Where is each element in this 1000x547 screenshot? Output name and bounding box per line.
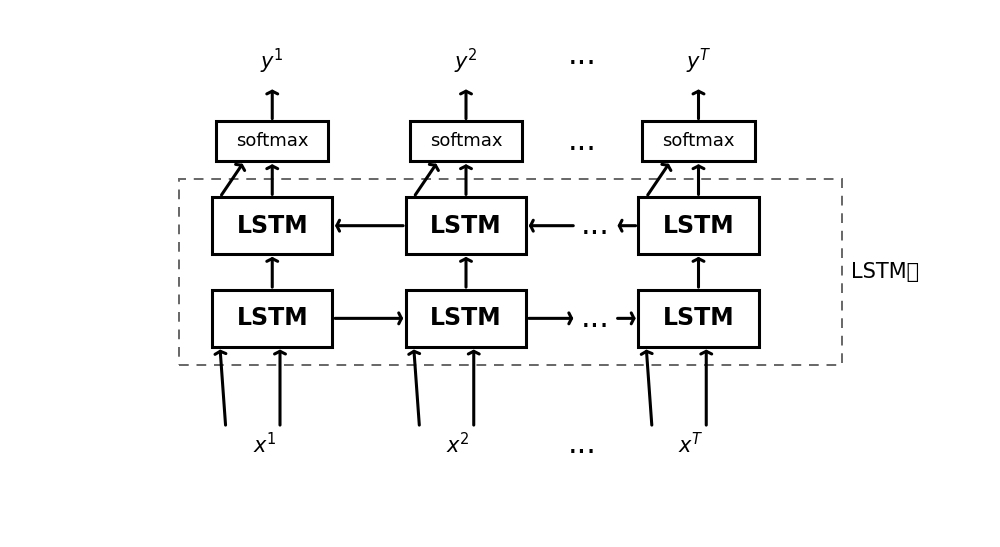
Text: softmax: softmax <box>236 132 308 150</box>
Text: LSTM: LSTM <box>236 306 308 330</box>
Text: LSTM: LSTM <box>663 306 734 330</box>
FancyBboxPatch shape <box>216 121 328 161</box>
Text: softmax: softmax <box>662 132 735 150</box>
Text: $x^{1}$: $x^{1}$ <box>253 432 276 457</box>
Text: $x^{2}$: $x^{2}$ <box>446 432 470 457</box>
Text: LSTM: LSTM <box>430 214 502 238</box>
FancyBboxPatch shape <box>406 197 526 254</box>
Text: LSTM: LSTM <box>236 214 308 238</box>
FancyBboxPatch shape <box>212 290 332 347</box>
Text: softmax: softmax <box>430 132 502 150</box>
Text: LSTM: LSTM <box>430 306 502 330</box>
FancyBboxPatch shape <box>642 121 755 161</box>
Text: ...: ... <box>568 430 597 459</box>
FancyBboxPatch shape <box>638 197 759 254</box>
Text: ...: ... <box>581 304 610 333</box>
Text: ...: ... <box>568 127 597 156</box>
Text: $y^{2}$: $y^{2}$ <box>454 47 478 76</box>
FancyBboxPatch shape <box>212 197 332 254</box>
FancyBboxPatch shape <box>406 290 526 347</box>
Text: ...: ... <box>568 41 597 70</box>
Text: $x^{T}$: $x^{T}$ <box>678 432 704 457</box>
Text: $y^{1}$: $y^{1}$ <box>260 47 284 76</box>
Text: LSTM层: LSTM层 <box>851 262 919 282</box>
Text: ...: ... <box>581 211 610 240</box>
FancyBboxPatch shape <box>410 121 522 161</box>
Text: LSTM: LSTM <box>663 214 734 238</box>
FancyBboxPatch shape <box>638 290 759 347</box>
Text: $y^{T}$: $y^{T}$ <box>686 47 711 76</box>
